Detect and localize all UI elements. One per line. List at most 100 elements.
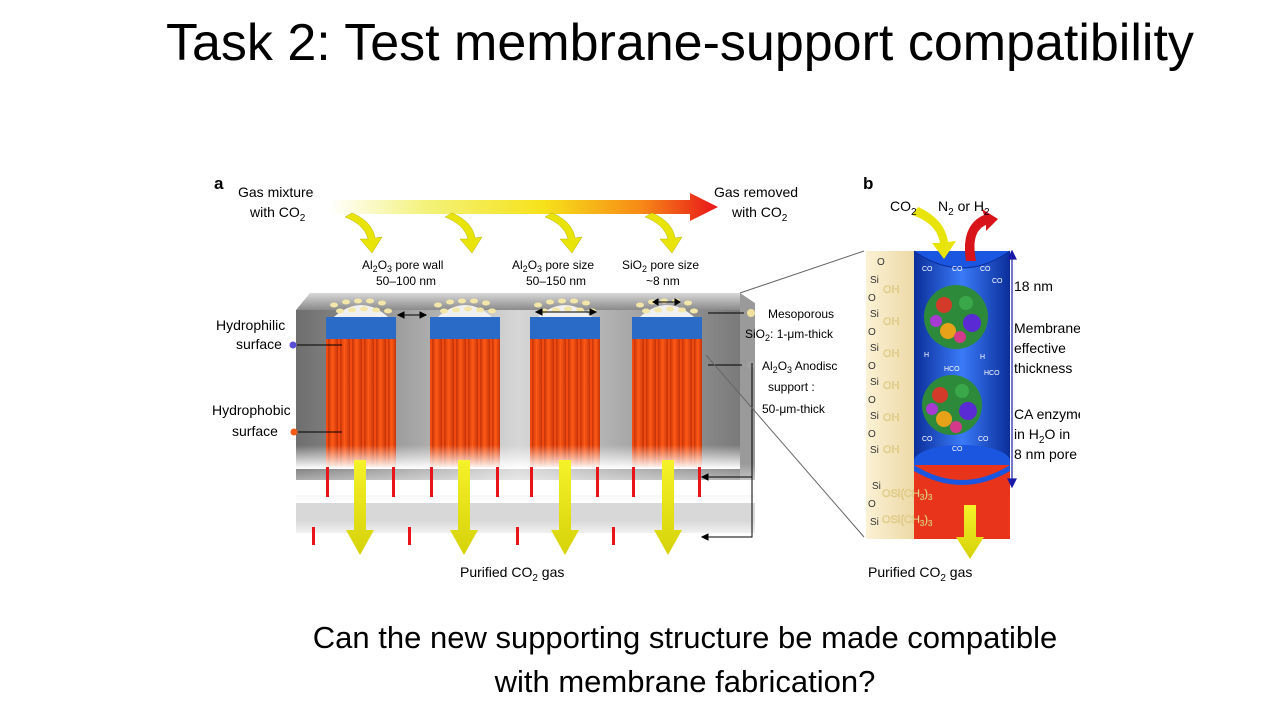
- purified-gas-label-a: Purified CO2 gas: [460, 564, 564, 584]
- zoom-line-top: [739, 250, 865, 294]
- svg-text:HCO: HCO: [984, 370, 1000, 377]
- spacing-arrows: [396, 298, 681, 319]
- anodisc-label-line3: 50-μm-thick: [762, 402, 826, 416]
- pore-size-range: 50–150 nm: [526, 274, 586, 288]
- pore-bundle-2: [430, 298, 500, 467]
- anodisc-dot: [747, 361, 755, 369]
- svg-text:CO: CO: [992, 278, 1003, 285]
- panel-a: a Gas mixture with CO2 Gas removed with …: [212, 174, 865, 584]
- hydrophilic-dot: [289, 341, 297, 349]
- hydrophilic-label-line1: Hydrophilic: [216, 317, 285, 333]
- support-fade: [296, 463, 755, 503]
- gas-flow-arrow: [330, 193, 718, 221]
- svg-text:Si: Si: [870, 411, 879, 422]
- svg-text:O: O: [868, 361, 876, 372]
- svg-text:Si: Si: [870, 377, 879, 388]
- question-line2: with membrane fabrication?: [494, 664, 876, 699]
- zoom-line-bottom: [705, 354, 865, 538]
- sio2-pore-label: SiO2 pore size: [622, 258, 699, 274]
- support-side-face: [740, 293, 755, 480]
- siloxane-chain: O Si O Si O Si O Si O Si O Si Si O Si: [868, 257, 885, 528]
- mesoporous-dot: [747, 309, 755, 317]
- svg-text:OH: OH: [883, 380, 900, 392]
- membrane-label-line3: thickness: [1014, 360, 1072, 376]
- membrane-label-line2: effective: [1014, 340, 1066, 356]
- pore-size-label: Al2O3 pore size: [512, 258, 594, 274]
- gas-in-line1: Gas mixture: [238, 184, 314, 200]
- slide-title: Task 2: Test membrane-support compatibil…: [166, 14, 1194, 72]
- svg-text:Si: Si: [872, 481, 881, 492]
- osi-group-2: OSi(CH3)3: [882, 514, 933, 528]
- svg-text:O: O: [877, 257, 885, 268]
- thickness-18nm: 18 nm: [1014, 278, 1053, 294]
- svg-text:Si: Si: [870, 275, 879, 286]
- outflow-arrow-b: [956, 505, 984, 559]
- svg-text:CO: CO: [952, 266, 963, 273]
- hydrophobic-label-line2: surface: [232, 423, 278, 439]
- svg-text:Si: Si: [870, 343, 879, 354]
- svg-text:Si: Si: [870, 517, 879, 528]
- svg-text:CO: CO: [922, 436, 933, 443]
- gas-out-line2: with CO2: [731, 204, 788, 224]
- svg-text:O: O: [868, 429, 876, 440]
- gas-out-line1: Gas removed: [714, 184, 798, 200]
- mesoporous-label-line1: Mesoporous: [768, 307, 834, 321]
- anodisc-label-line1: Al2O3 Anodisc: [762, 359, 837, 375]
- gas-in-line2: with CO2: [249, 204, 306, 224]
- pore-bundle-4: [632, 298, 702, 467]
- n2-or-h2-label: N2 or H2: [938, 198, 990, 218]
- svg-text:Si: Si: [870, 445, 879, 456]
- hydrophobic-label-line1: Hydrophobic: [212, 402, 291, 418]
- pore-wall-range: 50–100 nm: [376, 274, 436, 288]
- svg-text:HCO: HCO: [944, 366, 960, 373]
- anodisc-label-line2: support :: [768, 380, 815, 394]
- svg-text:OH: OH: [883, 412, 900, 424]
- svg-text:CO: CO: [980, 266, 991, 273]
- silica-wall: [866, 251, 914, 539]
- support-top-face: [296, 293, 740, 310]
- svg-text:CO: CO: [922, 266, 933, 273]
- co2-in-arrow: [912, 207, 956, 259]
- svg-text:O: O: [868, 293, 876, 304]
- svg-text:O: O: [868, 395, 876, 406]
- hydrophobic-dot: [290, 428, 298, 436]
- pore-wall-label: Al2O3 pore wall: [362, 258, 443, 274]
- osi-group-1: OSi(CH3)3: [882, 488, 933, 502]
- svg-text:Si: Si: [870, 309, 879, 320]
- pore-bundle-3: [530, 298, 600, 467]
- question-line1: Can the new supporting structure be made…: [312, 620, 1058, 655]
- svg-text:H: H: [980, 354, 985, 361]
- svg-text:OH: OH: [883, 444, 900, 456]
- svg-text:OH: OH: [883, 284, 900, 296]
- mesoporous-label-line2: SiO2: 1-μm-thick: [745, 327, 834, 343]
- lower-pore-stubs: [312, 467, 701, 545]
- svg-text:O: O: [868, 327, 876, 338]
- svg-text:OH: OH: [883, 348, 900, 360]
- ca-label-line3: 8 nm pore: [1014, 446, 1077, 462]
- panel-a-letter: a: [214, 174, 224, 193]
- ca-label-line2: in H2O in: [1014, 426, 1070, 446]
- pore-bundle-1: [326, 298, 396, 467]
- sio2-pore-range: ~8 nm: [646, 274, 680, 288]
- layer-pointer-arrows: [700, 363, 753, 541]
- panel-b-letter: b: [863, 174, 873, 193]
- thickness-bar: [1007, 249, 1017, 489]
- svg-text:OH: OH: [883, 316, 900, 328]
- co2-label: CO2: [890, 198, 917, 218]
- membrane-figure: a Gas mixture with CO2 Gas removed with …: [212, 174, 1080, 584]
- outflow-arrows: [346, 460, 682, 555]
- membrane-label-line1: Membrane: [1014, 320, 1080, 336]
- svg-text:CO: CO: [978, 436, 989, 443]
- pore-bundles: [296, 298, 740, 469]
- purified-gas-label-b: Purified CO2 gas: [868, 564, 972, 584]
- inflow-arrows: [344, 212, 683, 254]
- n2-out-arrow: [964, 209, 998, 261]
- svg-text:CO: CO: [952, 446, 963, 453]
- ca-label-line1: CA enzymes: [1014, 406, 1080, 422]
- svg-text:H: H: [924, 352, 929, 359]
- silanol-groups: OH OH OH OH OH OH: [883, 284, 900, 456]
- hydrophilic-label-line2: surface: [236, 336, 282, 352]
- question-text: Can the new supporting structure be made…: [0, 616, 1280, 704]
